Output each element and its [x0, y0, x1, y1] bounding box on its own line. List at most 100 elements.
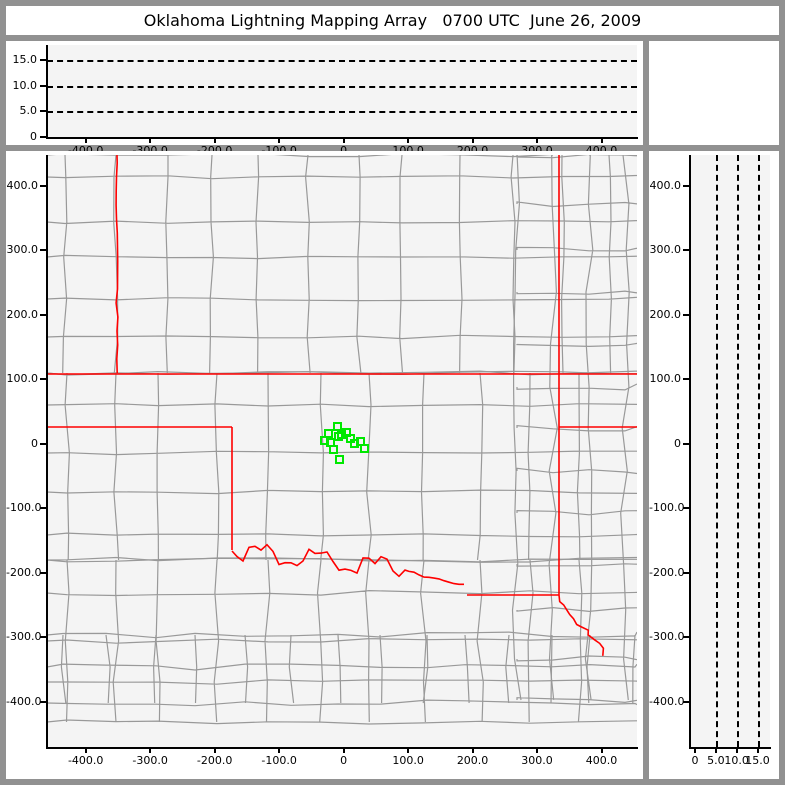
x-axis-tick-label: 300.0: [521, 754, 553, 767]
y-axis-tick: [683, 378, 690, 381]
y-axis-tick: [40, 59, 47, 62]
x-axis-tick: [84, 747, 87, 753]
y-axis-tick-label: -200.0: [6, 565, 42, 579]
y-axis-tick: [40, 378, 47, 381]
y-axis-tick: [683, 636, 690, 639]
x-axis-tick: [84, 137, 87, 143]
x-axis-tick-label: -100.0: [261, 754, 297, 767]
vhf-source-marker: [334, 454, 344, 464]
x-axis-tick-label: 100.0: [392, 754, 424, 767]
y-axis-tick: [683, 313, 690, 316]
x-axis-tick: [342, 137, 345, 143]
y-axis-line: [46, 45, 48, 137]
x-axis-tick-label: 400.0: [585, 754, 618, 767]
y-axis-tick-label: -200.0: [649, 565, 685, 579]
y-axis-tick-label: 200.0: [649, 307, 682, 321]
map-vector-layer: [47, 155, 637, 725]
altitude-vs-north-south-panel[interactable]: 400.0 300.0 200.0 100.0 0 -100.0 -200.0 -300.0 -…: [649, 151, 779, 779]
x-axis-line: [46, 137, 638, 139]
altitude-vs-east-west-panel[interactable]: 05.010.015.0-400.0-300.0-200.0-100.00100…: [6, 41, 643, 157]
y-axis-tick-label: 100.0: [6, 372, 39, 386]
window-title-bar: Oklahoma Lightning Mapping Array 0700 UT…: [6, 6, 779, 35]
x-axis-tick: [278, 747, 281, 753]
x-axis-tick: [149, 747, 152, 753]
state-border-colorado-kansas: [115, 155, 119, 374]
altitude-vs-north-south-plot-area[interactable]: [690, 155, 770, 747]
state-border-southeast: [558, 594, 605, 656]
vhf-source-marker: [328, 445, 338, 455]
vhf-source-marker-layer: [47, 155, 637, 747]
altitude-vs-east-west-plot-area[interactable]: [47, 45, 637, 137]
y-axis-tick: [40, 313, 47, 316]
y-axis-tick-label: 400.0: [649, 178, 682, 192]
page-title: Oklahoma Lightning Mapping Array 0700 UT…: [143, 11, 642, 30]
gridline-vertical: [715, 155, 718, 747]
y-axis-tick: [40, 507, 47, 510]
x-axis-tick: [471, 747, 474, 753]
county-boundaries-kansas-colorado: [47, 155, 637, 376]
vhf-source-marker: [360, 443, 370, 453]
y-axis-tick-label: 5.0: [19, 104, 38, 118]
x-axis-tick-label: 10.0: [724, 754, 749, 767]
x-axis-line: [46, 747, 638, 749]
y-axis-tick-label: -400.0: [649, 694, 685, 708]
x-axis-tick-label: 15.0: [745, 754, 770, 767]
vhf-source-marker: [345, 434, 355, 444]
y-axis-tick: [40, 571, 47, 574]
y-axis-tick-label: 300.0: [649, 243, 682, 257]
y-axis-tick: [683, 442, 690, 445]
gridline-vertical: [757, 155, 760, 747]
x-axis-tick-label: 5.0: [707, 754, 725, 767]
gridline-horizontal: [47, 60, 637, 63]
plan-view-map-plot-area[interactable]: [47, 155, 637, 747]
y-axis-tick-label: 300.0: [6, 243, 39, 257]
y-axis-line: [689, 155, 691, 747]
x-axis-tick-label: -200.0: [196, 754, 233, 767]
county-boundaries-east: [511, 155, 637, 704]
vhf-source-marker: [332, 421, 342, 431]
y-axis-tick-label: 0: [674, 436, 681, 450]
y-axis-tick: [40, 442, 47, 445]
gridline-vertical: [736, 155, 739, 747]
x-axis-tick-label: -400.0: [67, 754, 104, 767]
y-axis-tick-label: -300.0: [6, 630, 42, 644]
x-axis-tick-label: 0: [340, 754, 348, 767]
x-axis-tick-label: -300.0: [132, 754, 168, 767]
x-axis-tick: [471, 137, 474, 143]
y-axis-tick: [40, 700, 47, 703]
altitude-histogram-panel[interactable]: [649, 41, 779, 145]
y-axis-tick: [40, 84, 47, 87]
y-axis-tick: [40, 636, 47, 639]
y-axis-tick: [683, 184, 690, 187]
y-axis-tick: [683, 571, 690, 574]
vhf-source-marker: [350, 438, 360, 448]
x-axis-tick: [149, 137, 152, 143]
x-axis-tick: [600, 137, 603, 143]
y-axis-tick-label: -400.0: [6, 694, 42, 708]
x-axis-tick: [756, 747, 759, 753]
y-axis-tick-label: 0: [31, 436, 38, 450]
x-axis-tick-label: 0: [304, 144, 384, 157]
y-axis-tick: [40, 184, 47, 187]
x-axis-tick: [278, 137, 281, 143]
y-axis-tick-label: -100.0: [649, 501, 685, 515]
gridline-horizontal: [47, 111, 637, 114]
y-axis-tick-label: 100.0: [649, 372, 682, 386]
x-axis-tick: [342, 747, 345, 753]
x-axis-tick-label: 200.0: [456, 754, 489, 767]
vhf-source-marker: [355, 437, 365, 447]
y-axis-tick: [683, 507, 690, 510]
y-axis-tick-label: -100.0: [6, 501, 42, 515]
x-axis-tick: [694, 747, 696, 753]
x-axis-tick: [407, 747, 410, 753]
x-axis-tick: [407, 137, 410, 143]
y-axis-tick: [683, 700, 690, 703]
y-axis-tick-label: 200.0: [6, 307, 39, 321]
x-axis-line: [689, 747, 771, 749]
y-axis-line: [46, 155, 48, 747]
gridline-horizontal: [47, 85, 637, 88]
y-axis-tick-label: 0: [30, 130, 37, 143]
x-axis-tick-label: 0: [691, 754, 699, 767]
x-axis-tick: [714, 747, 717, 753]
plan-view-map-panel[interactable]: 400.0 300.0 200.0 100.0 0 -100.0 -200.0 -300.0 -…: [6, 151, 643, 779]
